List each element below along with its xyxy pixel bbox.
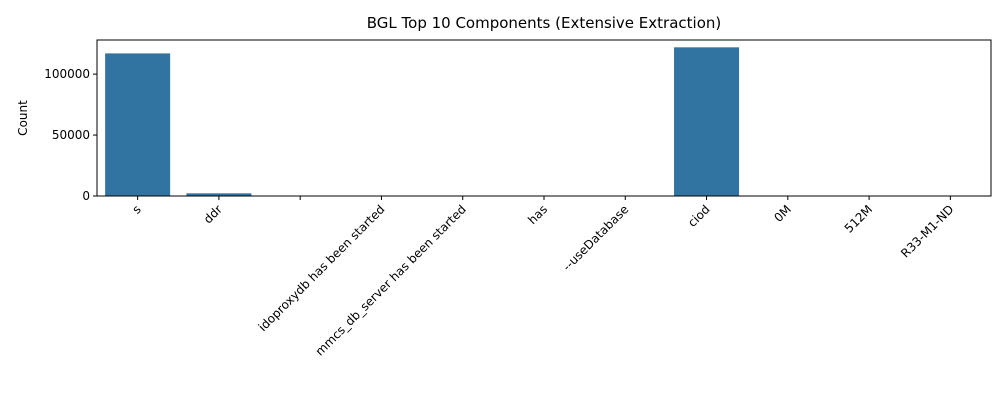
bar-7 xyxy=(674,47,740,196)
x-tick-label-4: mmcs_db_server has been started xyxy=(313,202,469,358)
plot-frame xyxy=(96,39,992,197)
y-axis-ticks: 0 50000 100000 xyxy=(44,67,97,203)
x-tick-label-7: ciod xyxy=(685,202,712,229)
x-tick-label-1: ddr xyxy=(201,202,225,226)
y-tick-label-1: 50000 xyxy=(52,128,90,142)
bar-0 xyxy=(105,53,171,196)
x-tick-label-10: R33-M1-ND xyxy=(898,202,956,260)
y-tick-label-2: 100000 xyxy=(44,67,90,81)
x-tick-label-9: 512M xyxy=(842,202,875,235)
y-axis-title: Count xyxy=(16,100,30,136)
x-tick-label-3: idoproxydb has been started xyxy=(256,202,388,334)
x-tick-label-0: s xyxy=(129,202,143,216)
x-tick-label-6: --useDatabase xyxy=(560,202,632,274)
x-tick-label-8: 0M xyxy=(771,202,794,225)
bars-group xyxy=(105,47,740,196)
bar-1 xyxy=(186,193,252,196)
x-tick-label-5: has xyxy=(525,202,550,227)
chart-title: BGL Top 10 Components (Extensive Extract… xyxy=(367,14,722,32)
y-tick-label-0: 0 xyxy=(82,189,90,203)
x-axis-ticks: s ddr idoproxydb has been startedmmcs_db_s… xyxy=(129,196,956,359)
